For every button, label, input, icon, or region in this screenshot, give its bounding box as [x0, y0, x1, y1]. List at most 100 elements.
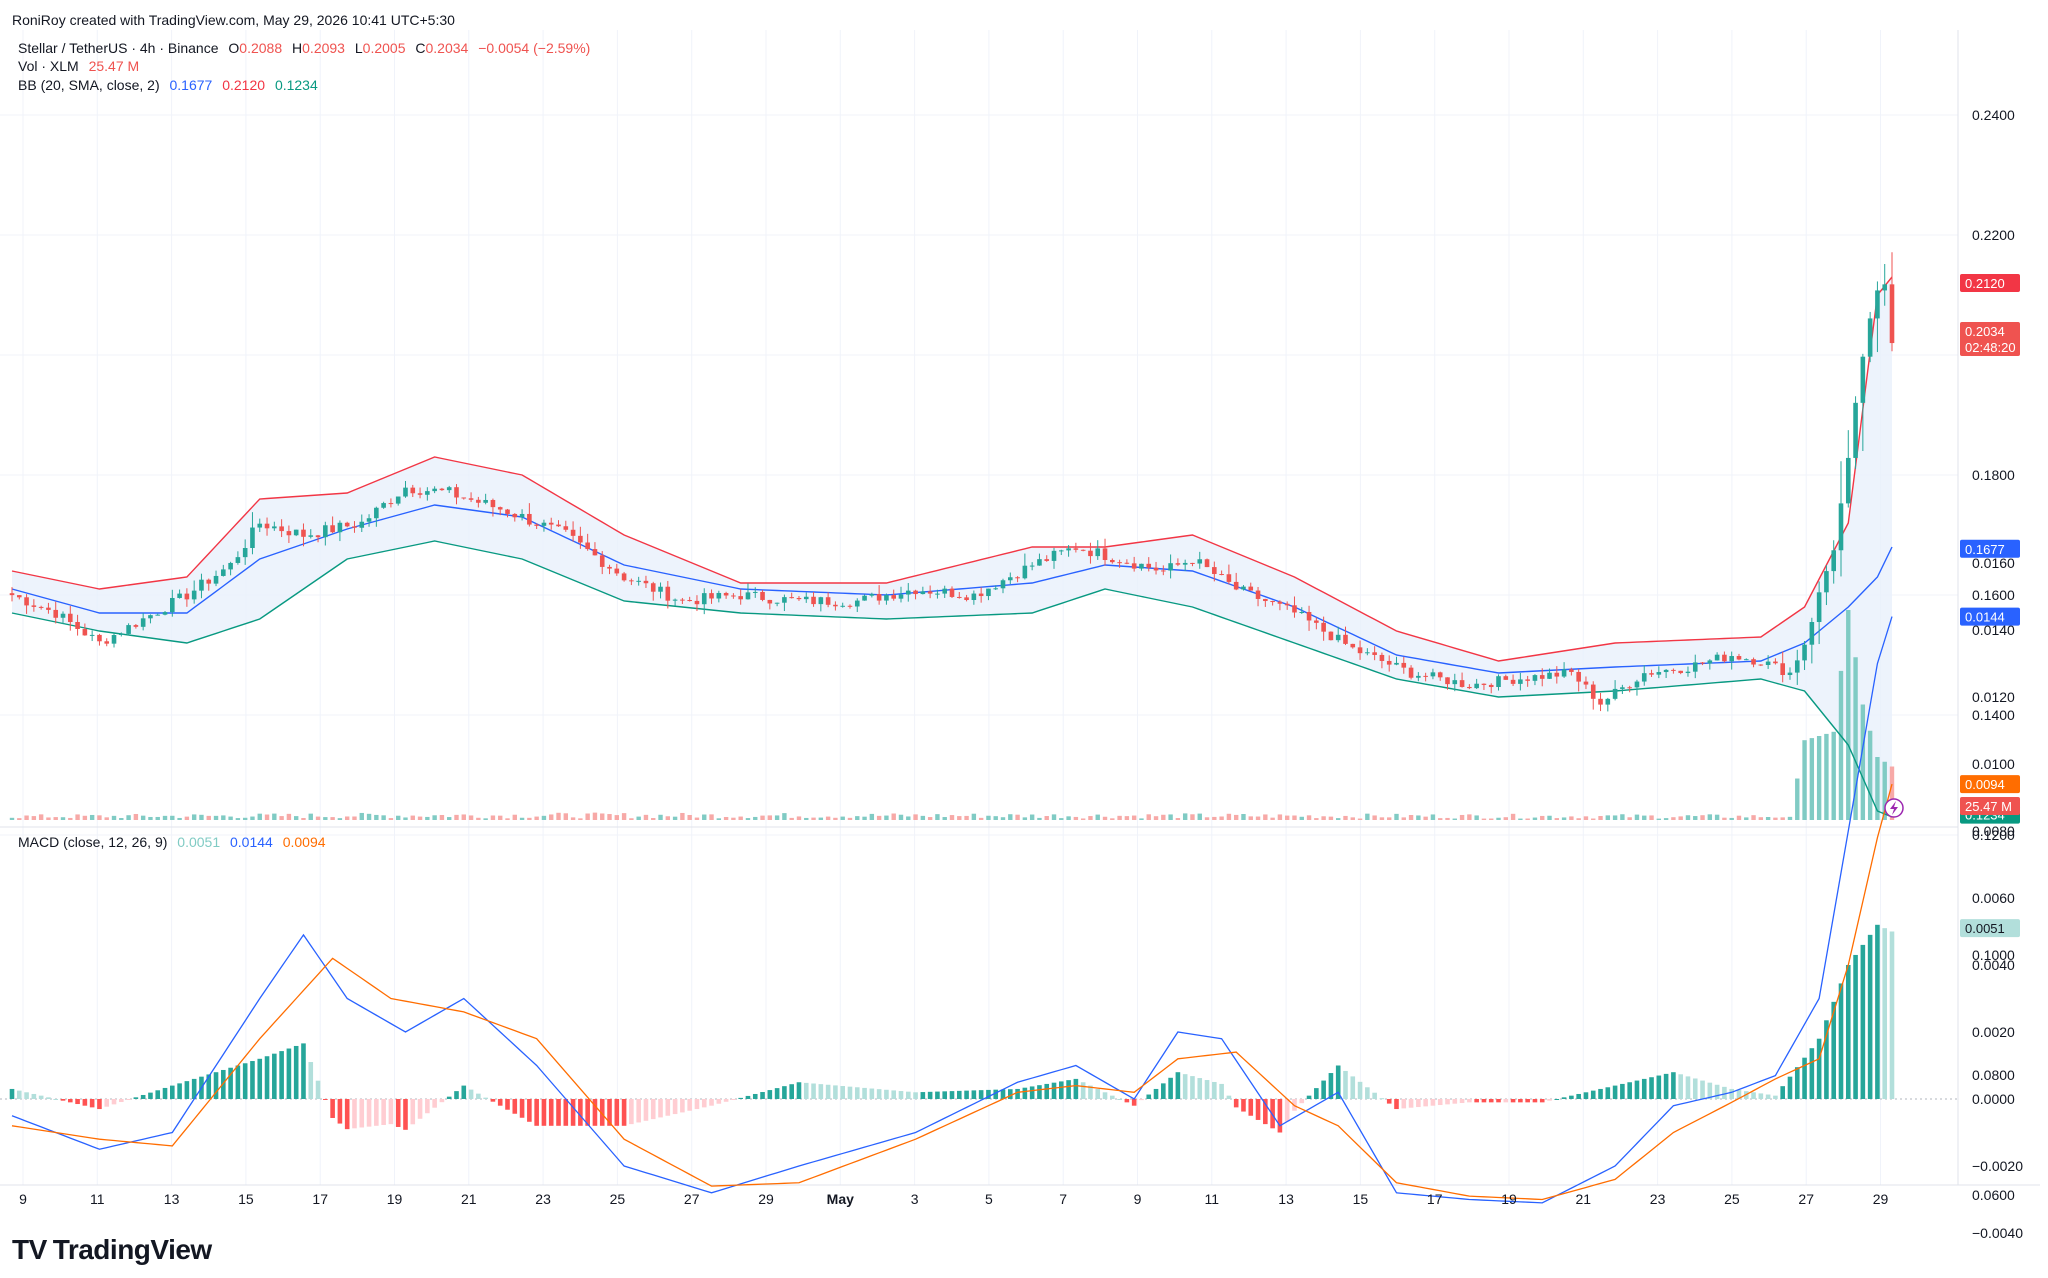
candle-body [964, 597, 969, 601]
candle-body [709, 593, 714, 599]
bollinger-upper-line [11, 276, 1893, 662]
volume-bar [206, 815, 211, 820]
volume-bar [1802, 740, 1807, 820]
volume-bar [847, 817, 853, 820]
macd-histogram-bar [1343, 1070, 1348, 1099]
macd-histogram-bar [1794, 1067, 1800, 1099]
volume-bar [1510, 813, 1516, 820]
candle-body [811, 596, 816, 605]
macd-histogram-bar [337, 1099, 343, 1124]
candle-body [592, 549, 598, 556]
volume-bar [1663, 818, 1669, 820]
volume-bar [1656, 818, 1662, 820]
candle-body [971, 593, 977, 601]
candle-body [1029, 565, 1035, 567]
macd-histogram-bar [1714, 1084, 1720, 1099]
volume-bar [898, 814, 904, 820]
macd-histogram-bar [745, 1095, 751, 1099]
volume-bar [439, 814, 445, 820]
candle-body [1663, 669, 1669, 673]
macd-histogram-bar [31, 1093, 37, 1099]
bb-upper-badge-box [1960, 274, 2020, 292]
macd-histogram-bar [1853, 954, 1858, 1099]
candle-body [1044, 559, 1050, 561]
macd-histogram-bar [1612, 1085, 1618, 1099]
volume-legend[interactable]: Vol · XLM 25.47 M [18, 58, 145, 74]
candle-body [752, 591, 758, 593]
macd-histogram-bar [344, 1099, 350, 1130]
macd-histogram-bar [585, 1099, 590, 1126]
candle-body [1802, 644, 1807, 661]
candle-body [483, 499, 488, 503]
macd-histogram-bar [1095, 1088, 1101, 1099]
volume-bar [818, 817, 824, 820]
macd-axis-tick: 0.0100 [1972, 756, 2015, 772]
candle-body [31, 605, 37, 607]
volume-bar [745, 818, 751, 820]
volume-bar [753, 816, 758, 820]
time-axis-tick: 19 [387, 1191, 403, 1207]
macd-histogram-bar [1845, 965, 1851, 1099]
macd-histogram-bar [111, 1099, 117, 1105]
tradingview-brand[interactable]: TV TradingView [12, 1234, 212, 1266]
macd-histogram-bar [242, 1063, 248, 1099]
macd-histogram-bar [1809, 1048, 1815, 1099]
macd-histogram-bar [1620, 1083, 1625, 1099]
macd-histogram-bar [1051, 1082, 1057, 1099]
volume-bar [352, 816, 357, 820]
volume-bar [920, 815, 926, 820]
volume-bar [1015, 814, 1020, 820]
volume-bar [1394, 813, 1399, 820]
volume-bar [891, 813, 896, 820]
macd-histogram-bar [104, 1099, 110, 1107]
volume-bar [1882, 761, 1887, 820]
candle-body [308, 535, 314, 537]
macd-histogram-bar [1576, 1093, 1581, 1099]
volume-bar [133, 813, 139, 820]
change-value: −0.0054 (−2.59%) [478, 40, 591, 56]
candle-body [1175, 563, 1181, 565]
macd-histogram-bar [1590, 1090, 1596, 1099]
candle-body [1131, 563, 1137, 569]
volume-bar [680, 812, 685, 820]
macd-histogram-bar [330, 1099, 335, 1118]
candle-body [1576, 671, 1581, 682]
tradingview-logo-icon: TV [12, 1234, 47, 1265]
candle-body [1255, 590, 1261, 599]
volume-badge: 25.47 M [1965, 799, 2012, 814]
volume-bar [1751, 815, 1756, 820]
candle-body [468, 498, 474, 500]
candle-body [1357, 647, 1363, 654]
price-axis-tick: 0.2600 [1972, 0, 2015, 3]
candle-body [170, 597, 175, 613]
macd-legend[interactable]: MACD (close, 12, 26, 9) 0.0051 0.0144 0.… [18, 834, 332, 850]
candle-body [1314, 620, 1319, 623]
time-axis-tick: 19 [1501, 1191, 1517, 1207]
candle-body [1467, 686, 1472, 689]
volume-bar [957, 816, 962, 820]
symbol-name[interactable]: Stellar / TetherUS · 4h · Binance [18, 40, 219, 56]
candle-body [1430, 672, 1436, 677]
volume-bar [658, 814, 663, 820]
bollinger-legend[interactable]: BB (20, SMA, close, 2) 0.1677 0.2120 0.1… [18, 77, 324, 93]
volume-bar [512, 814, 517, 820]
volume-bar [1736, 815, 1742, 820]
volume-bar [221, 815, 226, 820]
volume-bar [600, 813, 605, 820]
volume-bar [825, 816, 831, 820]
candle-body [1743, 659, 1749, 661]
macd-histogram-bar [774, 1088, 780, 1099]
macd-histogram-bar [206, 1074, 212, 1099]
candle-body [527, 513, 532, 525]
candle-body [1343, 634, 1348, 644]
candle-body [1481, 683, 1487, 685]
symbol-legend[interactable]: Stellar / TetherUS · 4h · Binance O0.208… [18, 40, 596, 56]
macd-histogram-bar [213, 1072, 219, 1099]
candle-body [1539, 675, 1545, 679]
macd-histogram-bar [942, 1091, 948, 1099]
volume-bar [927, 817, 933, 820]
volume-bar [709, 814, 714, 820]
macd-histogram-bar [665, 1099, 671, 1116]
macd-histogram-bar [1029, 1086, 1035, 1099]
